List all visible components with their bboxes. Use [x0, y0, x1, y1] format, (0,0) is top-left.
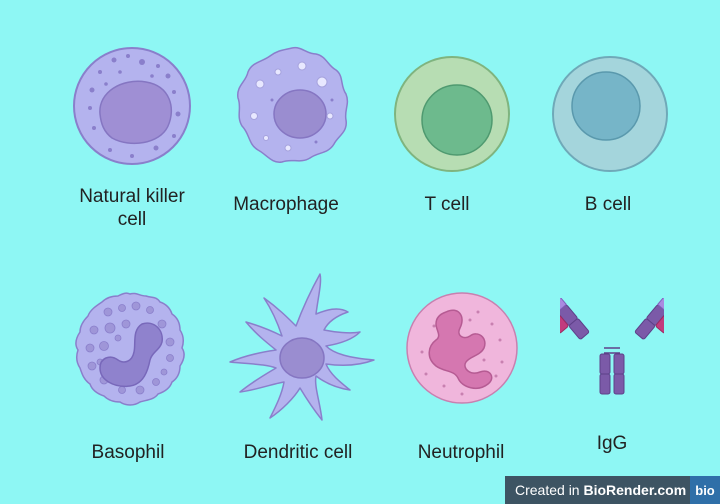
macrophage-label: Macrophage — [233, 194, 339, 215]
biorender-logo-icon: bio — [690, 476, 720, 504]
natural-killer-cell-image — [73, 47, 191, 165]
macrophage-image — [237, 46, 349, 163]
credit-text: Created in BioRender.com — [505, 482, 686, 498]
dendritic-cell-label: Dendritic cell — [243, 442, 353, 463]
natural-killer-cell-label: Natural killer cell — [52, 185, 212, 231]
t-cell-image — [394, 56, 510, 172]
b-cell-image — [552, 56, 668, 172]
biorender-credit-badge[interactable]: Created in BioRender.com bio — [505, 476, 720, 504]
basophil-image — [75, 292, 185, 406]
basophil-label: Basophil — [91, 442, 165, 463]
dendritic-cell-image — [229, 273, 375, 421]
natural-killer-cell-label-line2: cell — [117, 209, 147, 230]
credit-prefix: Created in — [515, 482, 584, 498]
natural-killer-cell-label-line1: Natural killer — [79, 186, 185, 207]
b-cell-label: B cell — [584, 194, 632, 215]
neutrophil-image — [406, 292, 518, 404]
neutrophil-label: Neutrophil — [417, 442, 505, 463]
igg-antibody-image — [560, 298, 664, 395]
igg-label: IgG — [596, 433, 628, 454]
t-cell-label: T cell — [424, 194, 470, 215]
credit-brand: BioRender.com — [583, 482, 687, 498]
